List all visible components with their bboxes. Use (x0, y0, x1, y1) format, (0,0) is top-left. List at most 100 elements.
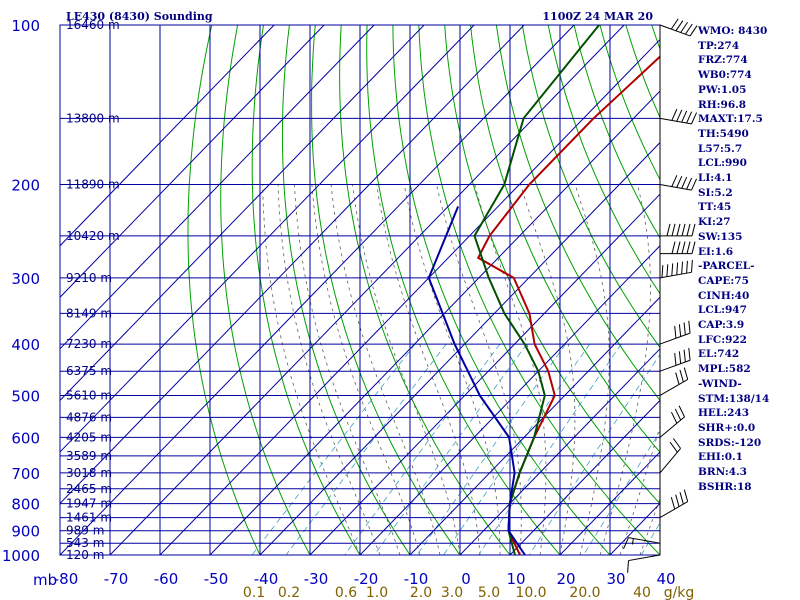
mixing-ratio-line (528, 353, 660, 555)
dry-adiabat (470, 25, 660, 454)
mixing-ratio-label: 0.1 (243, 585, 265, 600)
stat-item: CAPE:75 (698, 274, 749, 287)
dry-adiabat (339, 25, 511, 555)
wind-barb-column (622, 18, 698, 573)
isotherm (309, 193, 660, 555)
dry-adiabat (311, 25, 461, 555)
height-label: 13800 m (66, 111, 120, 125)
height-label: 543 m (66, 536, 104, 550)
stat-item: EL:742 (698, 348, 740, 361)
isotherm (60, 25, 475, 453)
dry-adiabat (599, 25, 660, 181)
stat-item: TP:274 (698, 39, 740, 52)
moist-adiabat (311, 184, 421, 555)
wind-barb (659, 367, 689, 396)
stat-item: LCL:990 (698, 157, 747, 170)
height-label: 989 m (66, 524, 104, 538)
moist-adiabat (352, 184, 461, 555)
height-label: 2465 m (66, 482, 112, 496)
isotherm (60, 25, 375, 350)
dry-adiabat (781, 25, 800, 566)
moist-adiabat (330, 184, 441, 555)
stat-item: EI:1.6 (698, 245, 734, 258)
moist-adiabat (599, 184, 651, 555)
pressure-unit: mb (33, 571, 57, 589)
height-label: 11890 m (66, 178, 120, 192)
diagram-grid (59, 24, 661, 556)
isotherm (459, 348, 660, 555)
mixing-ratio-line (344, 343, 501, 555)
mixing-ratio-label: 0.2 (278, 585, 300, 600)
temperature-tick: -50 (204, 570, 229, 588)
diagram-series (427, 25, 660, 555)
temperature-tick: 0 (461, 570, 471, 588)
stat-item: HEL:243 (698, 407, 750, 420)
temperature-tick: -70 (104, 570, 129, 588)
dry-adiabat (521, 25, 660, 349)
moist-adiabat (403, 184, 501, 555)
temperature-tick: 40 (656, 570, 675, 588)
height-label: 3018 m (66, 466, 112, 480)
valid-time: 1100Z 24 MAR 20 (542, 10, 653, 23)
stat-item: LFC:922 (698, 333, 747, 346)
height-label: 7230 m (66, 337, 112, 351)
height-label: 3589 m (66, 449, 112, 463)
dry-adiabat (625, 25, 660, 119)
dry-adiabat (281, 25, 411, 555)
mixing-ratio-axis: 0.1 0.2 0.6 1.0 2.0 3.0 5.0 10.0 20.0 40 g/kg (243, 585, 694, 600)
height-label: 16460 m (66, 18, 120, 32)
height-label: 4876 m (66, 410, 112, 424)
pressure-tick: 900 (11, 523, 40, 541)
temperature-tick: 20 (556, 570, 575, 588)
dry-adiabat (366, 25, 561, 555)
stat-item: FRZ:774 (698, 54, 748, 67)
mixing-ratio-label: 1.0 (366, 585, 388, 600)
height-label: 1947 m (66, 497, 112, 511)
wind-barb (659, 259, 693, 279)
isotherm (159, 38, 660, 555)
height-label: 4205 m (66, 430, 112, 444)
pressure-axis: 100 200 300 400 500 600 700 800 900 1000 mb (2, 17, 57, 589)
wind-barb (660, 223, 696, 237)
temperature-tick: -40 (254, 570, 279, 588)
pressure-tick: 400 (11, 336, 40, 354)
wind-barb (659, 18, 698, 37)
mixing-ratio-line (373, 343, 528, 555)
isotherm (60, 25, 575, 555)
stat-item: CAP:3.9 (698, 319, 745, 332)
isotherm (509, 399, 660, 555)
temperature-tick: -80 (54, 570, 79, 588)
temperature-tick: -10 (404, 570, 429, 588)
height-label: 6375 m (66, 364, 112, 378)
stat-item: MPL:582 (698, 363, 751, 376)
stat-item: EHI:0.1 (698, 451, 743, 464)
wind-barb (627, 554, 661, 573)
pressure-tick: 500 (11, 387, 40, 405)
height-label: 1461 m (66, 511, 112, 525)
pressure-tick: 200 (11, 177, 40, 195)
mixing-ratio-label: 40 (633, 585, 651, 600)
stat-item: BRN:4.3 (698, 466, 747, 479)
mixing-ratio-unit: g/kg (664, 585, 695, 600)
wind-barb (659, 347, 691, 372)
stat-item: -PARCEL- (698, 260, 755, 273)
mixing-ratio-label: 10.0 (515, 585, 546, 600)
height-label: 120 m (66, 548, 104, 562)
dry-adiabat (392, 25, 611, 555)
pressure-tick: 100 (11, 17, 40, 35)
stat-item: TH:5490 (698, 127, 749, 140)
wind-barb (659, 405, 685, 438)
mixing-ratio-line (478, 343, 622, 555)
temperature-tick: 30 (606, 570, 625, 588)
pressure-tick: 600 (11, 429, 40, 447)
temperature-tick: -20 (354, 570, 379, 588)
mixing-ratio-label: 5.0 (478, 585, 500, 600)
moist-adiabat (436, 184, 522, 555)
height-label: 9210 m (66, 271, 112, 285)
mixing-ratio-label: 2.0 (410, 585, 432, 600)
isotherm (559, 451, 660, 555)
mixing-ratio-label: 20.0 (569, 585, 600, 600)
mixing-ratio-label: 0.6 (335, 585, 357, 600)
isotherm (60, 25, 425, 402)
pressure-tick: 800 (11, 496, 40, 514)
